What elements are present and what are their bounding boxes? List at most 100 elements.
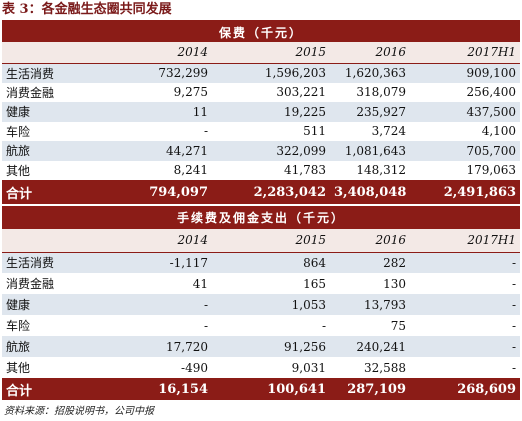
value-cell: - xyxy=(410,357,520,378)
header-cell: 保费（千元） xyxy=(2,22,521,42)
column-header: 2015 xyxy=(212,229,330,253)
total-value: 100,641 xyxy=(212,378,330,400)
value-cell: - xyxy=(410,336,520,357)
total-value: 794,097 xyxy=(110,180,212,204)
year-row: 2014 2015 2016 2017H1 xyxy=(2,229,520,253)
data-row: 航旅 17,720 91,256 240,241- xyxy=(2,336,520,357)
row-label: 其他 xyxy=(2,160,110,180)
value-cell: - xyxy=(110,294,212,315)
table-title: 表 3：各金融生态圈共同发展 xyxy=(2,0,520,22)
column-header: 2016 xyxy=(330,42,410,64)
value-cell: 17,720 xyxy=(110,336,212,357)
total-value: 287,109 xyxy=(330,378,410,400)
value-cell: 19,225 xyxy=(212,102,330,122)
column-header: 2016 xyxy=(330,229,410,253)
total-value: 16,154 xyxy=(110,378,212,400)
row-label: 健康 xyxy=(2,102,110,122)
row-label: 其他 xyxy=(2,357,110,378)
total-label: 合计 xyxy=(2,180,110,204)
value-cell: 256,400 xyxy=(410,82,521,102)
value-cell: 732,299 xyxy=(110,63,212,83)
column-header: 2014 xyxy=(110,229,212,253)
total-value: 268,609 xyxy=(410,378,520,400)
total-row: 合计 794,097 2,283,042 3,408,048 2,491,863 xyxy=(2,180,521,204)
value-cell: 322,099 xyxy=(212,141,330,161)
value-cell: 165 xyxy=(212,273,330,294)
value-cell: 41 xyxy=(110,273,212,294)
value-cell: 8,241 xyxy=(110,160,212,180)
data-row: 其他 8,241 41,783 148,312 179,063 xyxy=(2,160,521,180)
total-value: 3,408,048 xyxy=(330,180,410,204)
empty-cell xyxy=(2,229,110,253)
total-row: 合计 16,154 100,641 287,109 268,609 xyxy=(2,378,520,400)
data-row: 健康 11 19,225 235,927 437,500 xyxy=(2,102,521,122)
column-header: 2017H1 xyxy=(410,42,521,64)
value-cell: 13,793 xyxy=(330,294,410,315)
data-table: 手续费及佣金支出（千元） 2014 2015 2016 2017H1 生活消费 -1,117… xyxy=(2,206,520,400)
total-label: 合计 xyxy=(2,378,110,400)
total-value: 2,283,042 xyxy=(212,180,330,204)
value-cell: 3,724 xyxy=(330,121,410,141)
data-row: 其他 -490 9,031 32,588- xyxy=(2,357,520,378)
value-cell: -490 xyxy=(110,357,212,378)
row-label: 消费金融 xyxy=(2,273,110,294)
column-header: 2015 xyxy=(212,42,330,64)
empty-cell xyxy=(2,42,110,64)
data-row: 生活消费 732,299 1,596,203 1,620,363 909,100 xyxy=(2,63,521,83)
value-cell: 75 xyxy=(330,315,410,336)
value-cell: 437,500 xyxy=(410,102,521,122)
row-label: 消费金融 xyxy=(2,82,110,102)
value-cell: 282 xyxy=(330,252,410,273)
value-cell: 11 xyxy=(110,102,212,122)
value-cell: 130 xyxy=(330,273,410,294)
value-cell: 235,927 xyxy=(330,102,410,122)
data-row: 车险 -511 3,724 4,100 xyxy=(2,121,521,141)
value-cell: - xyxy=(410,252,520,273)
value-cell: 1,596,203 xyxy=(212,63,330,83)
value-cell: 705,700 xyxy=(410,141,521,161)
value-cell: 1,081,643 xyxy=(330,141,410,161)
value-cell: 1,053 xyxy=(212,294,330,315)
total-value: 2,491,863 xyxy=(410,180,521,204)
value-cell: 303,221 xyxy=(212,82,330,102)
value-cell: 179,063 xyxy=(410,160,521,180)
data-row: 航旅 44,271 322,099 1,081,643 705,700 xyxy=(2,141,521,161)
data-row: 车险 - -75- xyxy=(2,315,520,336)
value-cell: - xyxy=(110,315,212,336)
value-cell: 1,620,363 xyxy=(330,63,410,83)
value-cell: - xyxy=(410,315,520,336)
data-row: 消费金融 9,275 303,221 318,079 256,400 xyxy=(2,82,521,102)
row-label: 生活消费 xyxy=(2,252,110,273)
row-label: 航旅 xyxy=(2,336,110,357)
value-cell: 9,275 xyxy=(110,82,212,102)
data-row: 生活消费 -1,117 864 282- xyxy=(2,252,520,273)
value-cell: -1,117 xyxy=(110,252,212,273)
value-cell: - xyxy=(212,315,330,336)
column-header: 2014 xyxy=(110,42,212,64)
data-row: 健康 -1,053 13,793- xyxy=(2,294,520,315)
value-cell: 91,256 xyxy=(212,336,330,357)
row-label: 航旅 xyxy=(2,141,110,161)
year-row: 2014 2015 2016 2017H1 xyxy=(2,42,521,64)
value-cell: 44,271 xyxy=(110,141,212,161)
value-cell: 318,079 xyxy=(330,82,410,102)
data-row: 消费金融 41 165 130- xyxy=(2,273,520,294)
value-cell: 240,241 xyxy=(330,336,410,357)
value-cell: - xyxy=(410,294,520,315)
value-cell: 864 xyxy=(212,252,330,273)
value-cell: 511 xyxy=(212,121,330,141)
header-row: 手续费及佣金支出（千元） xyxy=(2,206,520,229)
header-cell: 手续费及佣金支出（千元） xyxy=(2,206,520,229)
row-label: 健康 xyxy=(2,294,110,315)
row-label: 车险 xyxy=(2,121,110,141)
value-cell: 41,783 xyxy=(212,160,330,180)
header-row: 保费（千元） xyxy=(2,22,521,42)
value-cell: - xyxy=(110,121,212,141)
value-cell: 909,100 xyxy=(410,63,521,83)
row-label: 生活消费 xyxy=(2,63,110,83)
value-cell: 32,588 xyxy=(330,357,410,378)
row-label: 车险 xyxy=(2,315,110,336)
data-table: 保费（千元） 2014 2015 2016 2017H1 生活消费 732,299 1,596… xyxy=(2,22,521,204)
value-cell: 148,312 xyxy=(330,160,410,180)
